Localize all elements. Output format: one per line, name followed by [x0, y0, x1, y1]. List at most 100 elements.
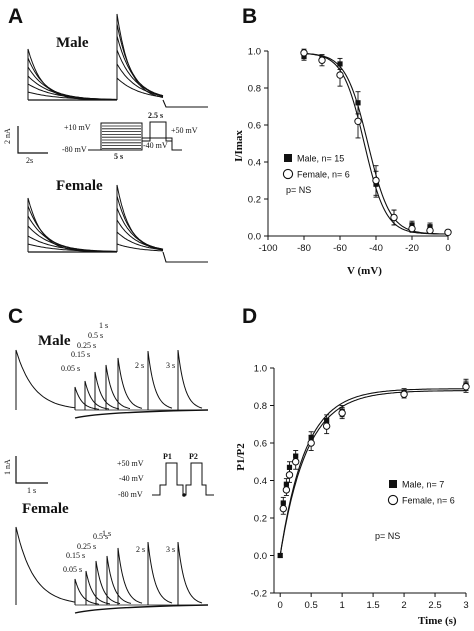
interval-label-1-5: 2 s [136, 545, 145, 554]
chart-d-points [277, 378, 470, 559]
chart-d-legend-marker-0 [389, 480, 397, 488]
protocol-c-dot [182, 493, 186, 497]
trace-a-1-second-1 [116, 195, 164, 252]
chart-d-xtick-label-1: 0.5 [305, 600, 318, 611]
trace-c-1-p2-2 [95, 560, 121, 605]
trace-c-0-p2-2 [94, 371, 120, 410]
chart-d-xtick-label-5: 2.5 [428, 600, 441, 611]
chart-d-point-1-6 [338, 409, 346, 417]
trace-a-0-first-1 [27, 57, 118, 101]
chart-d-legend-marker-1 [387, 494, 399, 506]
trace-a-tail-1 [162, 251, 208, 263]
interval-label-1-6: 3 s [166, 545, 175, 554]
chart-d: 0 0.5 1 1.5 2 2.5 3 -0.2 0.0 0.2 0.4 0.6 0.8 1.0 Time… [235, 364, 470, 627]
protocol-c-minus80: -80 mV [118, 490, 143, 499]
trace-a-0-second-4 [116, 62, 164, 100]
chart-b: -100 -80 -60 -40 -20 0 0.0 0.2 0.4 0.6 0.8 1.0 V (m… [233, 47, 452, 277]
chart-d-ytick-label-0: -0.2 [251, 589, 267, 600]
chart-b-points [300, 48, 452, 237]
trace-c-1-p2-0 [74, 578, 100, 605]
chart-d-ytick-label-5: 0.8 [254, 401, 267, 412]
protocol-a-minus80: -80 mV [62, 145, 87, 154]
chart-b-point-1-3 [354, 117, 362, 126]
panel-a-letter: A [8, 5, 23, 28]
chart-b-point-1-1 [318, 56, 326, 64]
trace-a-0-second-3 [116, 49, 164, 100]
interval-label-0-3: 0.5 s [88, 331, 103, 340]
chart-d-point-1-2 [285, 471, 294, 479]
chart-b-ytick-label-5: 1.0 [248, 47, 261, 58]
panel-a: A Male Female 2 nA 2s +10 mV -80 mV -40 … [3, 5, 208, 263]
trace-c-1-p2-5 [147, 541, 173, 605]
chart-b-ytick-label-0: 0.0 [248, 232, 261, 243]
protocol-c-p1: P1 [163, 452, 172, 461]
interval-label-1-0: 0.05 s [63, 565, 82, 574]
protocol-c-line [152, 462, 214, 496]
chart-b-legend-label-0: Male, n= 15 [297, 154, 344, 164]
trace-a-1-first-1 [27, 205, 118, 253]
trace-a-0-first-0 [27, 48, 117, 101]
protocol-c-plus50: +50 mV [117, 459, 144, 468]
chart-b-legend-marker-0 [284, 154, 292, 162]
panel-c-scale-y-label: 1 nA [3, 459, 12, 475]
chart-d-ytick-label-3: 0.4 [254, 476, 267, 487]
chart-d-legend-label-1: Female, n= 6 [402, 496, 455, 506]
chart-d-legend-label-0: Male, n= 7 [402, 480, 444, 490]
chart-b-legend-label-1: Female, n= 6 [297, 170, 350, 180]
chart-b-point-1-6 [408, 224, 416, 233]
protocol-a-plus10: +10 mV [64, 123, 91, 132]
chart-b-ylabel: I/Imax [233, 130, 245, 162]
panel-c-scale-x-label: 1 s [27, 486, 36, 495]
panel-a-protocol: +10 mV -80 mV -40 mV +50 mV 5 s 2.5 s [62, 111, 198, 161]
interval-label-0-6: 3 s [166, 361, 175, 370]
chart-d-fit-1 [279, 390, 466, 556]
trace-a-1-second-3 [116, 218, 164, 252]
panel-c-traces [15, 349, 209, 614]
chart-b-fit-0 [303, 52, 448, 235]
chart-b-ytick-label-2: 0.4 [248, 158, 261, 169]
chart-b-legend-marker-1 [282, 168, 294, 180]
interval-label-1-3: 0.5 s [93, 532, 108, 541]
chart-d-xtick-label-6: 3 [463, 600, 468, 611]
chart-d-ticks: 0 0.5 1 1.5 2 2.5 3 -0.2 0.0 0.2 0.4 0.6 0.8 1.0 [251, 364, 469, 612]
chart-b-xtick-label-2: -60 [333, 243, 347, 254]
chart-b-point-1-4 [372, 176, 380, 185]
trace-c-0-p2-1 [84, 380, 110, 410]
chart-b-point-1-7 [426, 226, 434, 235]
chart-d-xtick-label-4: 2 [401, 600, 406, 611]
chart-b-xtick-label-3: -40 [369, 243, 383, 254]
protocol-a-plus50: +50 mV [171, 126, 198, 135]
panel-c-male-label: Male [38, 333, 71, 349]
trace-c-0-p1 [15, 349, 76, 410]
chart-d-point-1-7 [400, 390, 408, 398]
chart-d-ytick-label-4: 0.6 [254, 439, 267, 450]
panel-c-protocol: +50 mV -40 mV -80 mV P1 P2 [117, 452, 214, 499]
protocol-a-5s: 5 s [114, 152, 123, 161]
chart-b-ytick-label-1: 0.2 [248, 195, 261, 206]
chart-b-xtick-label-0: -100 [258, 243, 277, 254]
panel-a-male-label: Male [56, 35, 89, 51]
chart-b-ytick-label-3: 0.6 [248, 121, 261, 132]
panel-a-scale-bar [17, 126, 48, 154]
interval-label-1-2: 0.25 s [77, 542, 96, 551]
panel-c-letter: C [8, 305, 23, 328]
chart-b-point-1-8 [444, 228, 452, 237]
interval-label-0-0: 0.05 s [61, 364, 80, 373]
chart-d-xlabel: Time (s) [418, 615, 457, 627]
panel-c-female-label: Female [22, 501, 69, 517]
chart-d-point-1-8 [462, 383, 470, 391]
trace-c-0-p2-4 [117, 357, 143, 410]
protocol-a-step-family [102, 125, 141, 149]
trace-a-1-first-4 [27, 235, 118, 252]
chart-d-xtick-label-3: 1.5 [366, 600, 379, 611]
chart-b-ticks: -100 -80 -60 -40 -20 0 0.0 0.2 0.4 0.6 0.8 1.0 [248, 47, 451, 255]
chart-b-annotation: p= NS [286, 185, 311, 195]
chart-d-point-1-1 [282, 486, 291, 494]
chart-b-point-1-0 [300, 49, 308, 57]
trace-a-0-second-1 [116, 23, 164, 100]
panel-a-traces [27, 13, 208, 263]
chart-b-xtick-label-1: -80 [297, 243, 311, 254]
panel-a-female-label: Female [56, 178, 103, 194]
